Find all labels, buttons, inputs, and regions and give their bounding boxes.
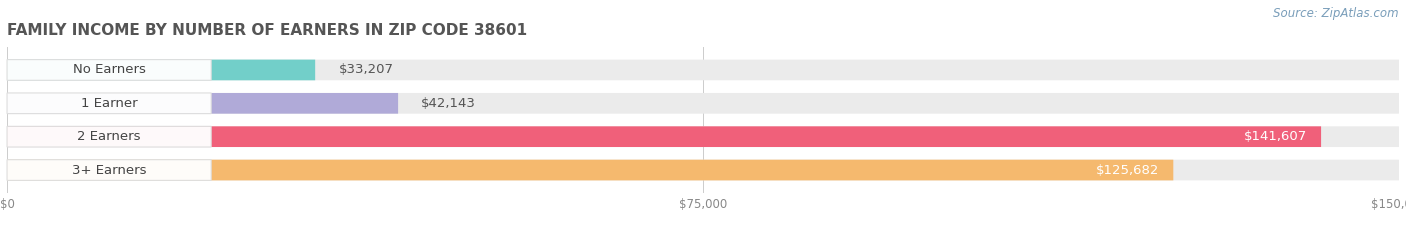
FancyBboxPatch shape	[7, 160, 1174, 180]
Text: No Earners: No Earners	[73, 63, 146, 76]
FancyBboxPatch shape	[7, 60, 315, 80]
Text: $141,607: $141,607	[1244, 130, 1308, 143]
FancyBboxPatch shape	[7, 93, 398, 114]
Text: $42,143: $42,143	[422, 97, 477, 110]
FancyBboxPatch shape	[7, 160, 211, 180]
Text: 1 Earner: 1 Earner	[80, 97, 138, 110]
FancyBboxPatch shape	[7, 160, 1399, 180]
FancyBboxPatch shape	[7, 126, 211, 147]
FancyBboxPatch shape	[7, 126, 1399, 147]
Text: 3+ Earners: 3+ Earners	[72, 164, 146, 177]
FancyBboxPatch shape	[7, 126, 1322, 147]
Text: FAMILY INCOME BY NUMBER OF EARNERS IN ZIP CODE 38601: FAMILY INCOME BY NUMBER OF EARNERS IN ZI…	[7, 24, 527, 38]
Text: $125,682: $125,682	[1097, 164, 1160, 177]
FancyBboxPatch shape	[7, 60, 1399, 80]
Text: 2 Earners: 2 Earners	[77, 130, 141, 143]
Text: $33,207: $33,207	[339, 63, 394, 76]
FancyBboxPatch shape	[7, 93, 211, 114]
FancyBboxPatch shape	[7, 60, 211, 80]
FancyBboxPatch shape	[7, 93, 1399, 114]
Text: Source: ZipAtlas.com: Source: ZipAtlas.com	[1274, 7, 1399, 20]
